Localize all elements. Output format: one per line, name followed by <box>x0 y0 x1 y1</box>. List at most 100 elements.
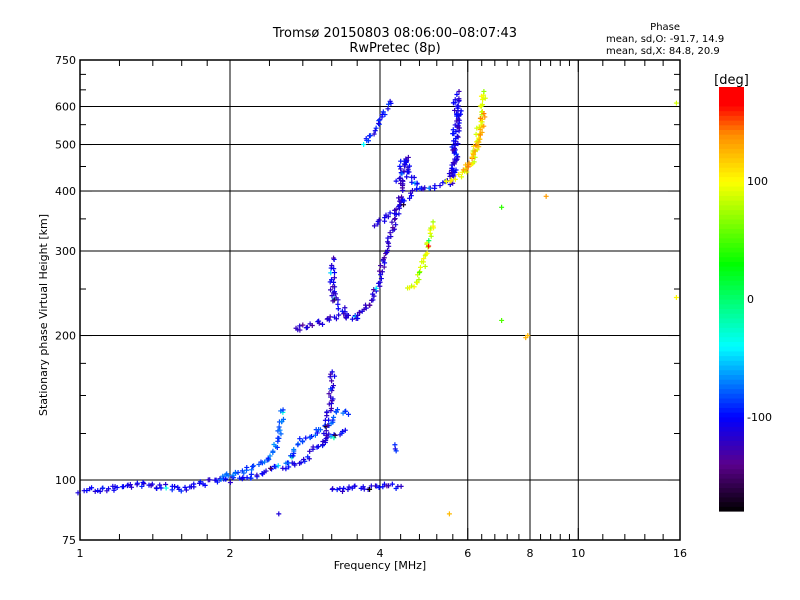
data-point <box>396 195 402 201</box>
data-point <box>454 113 460 119</box>
data-point <box>450 127 456 133</box>
colorbar-segment <box>719 289 744 295</box>
colorbar-segment <box>719 200 744 206</box>
data-point <box>479 129 485 135</box>
data-point <box>453 167 459 173</box>
data-point <box>328 394 334 400</box>
colorbar-segment <box>719 360 744 366</box>
data-point <box>352 483 358 489</box>
data-point <box>364 137 370 143</box>
data-point <box>342 309 348 315</box>
data-point <box>371 223 377 229</box>
data-point <box>402 161 408 167</box>
x-tick-label: 1 <box>77 547 84 560</box>
data-point <box>409 188 415 194</box>
data-point <box>275 463 281 469</box>
colorbar-segment <box>719 266 744 272</box>
data-point <box>405 154 411 160</box>
data-point <box>329 293 335 299</box>
data-point <box>466 160 472 166</box>
colorbar-segment <box>719 233 744 239</box>
data-point <box>297 323 303 329</box>
data-point <box>178 488 184 494</box>
data-point <box>157 482 163 488</box>
data-point <box>276 511 282 517</box>
data-point <box>223 476 229 482</box>
y-tick-label: 400 <box>55 185 76 198</box>
data-point <box>417 185 423 191</box>
colorbar-segment <box>719 261 744 267</box>
colorbar-segment <box>719 430 744 437</box>
data-point <box>277 427 283 433</box>
data-point <box>380 109 386 115</box>
data-point <box>477 132 483 138</box>
data-point <box>120 484 126 490</box>
data-point <box>399 194 405 200</box>
data-point <box>456 88 462 94</box>
colorbar-segment <box>719 218 744 225</box>
colorbar-segment <box>719 303 744 310</box>
data-point <box>346 484 352 490</box>
data-point <box>278 431 284 437</box>
data-point <box>276 435 282 441</box>
colorbar-segment <box>719 374 744 380</box>
data-point <box>397 175 403 181</box>
colorbar-segment <box>719 407 744 413</box>
data-point <box>387 230 393 236</box>
data-point <box>218 477 224 483</box>
data-point <box>452 150 458 156</box>
colorbar-segment <box>719 223 744 229</box>
data-point <box>398 158 404 164</box>
colorbar-segment <box>719 463 744 470</box>
data-point <box>330 284 336 290</box>
data-point <box>328 401 334 407</box>
y-tick-label: 600 <box>55 101 76 114</box>
data-point <box>254 472 260 478</box>
data-point <box>443 179 449 185</box>
data-point <box>331 275 337 281</box>
data-point <box>183 487 189 493</box>
colorbar-segment <box>719 195 744 201</box>
data-point <box>397 176 403 182</box>
data-point <box>386 240 392 246</box>
subtitle-line: RwPretec (8p) <box>349 41 441 56</box>
y-tick-label: 750 <box>55 54 76 67</box>
data-point <box>315 444 321 450</box>
data-point <box>297 436 303 442</box>
data-point <box>249 467 255 473</box>
data-point <box>291 461 297 467</box>
data-point <box>316 320 322 326</box>
data-point <box>477 136 483 142</box>
data-point <box>331 290 337 296</box>
data-point <box>454 118 460 124</box>
colorbar-segment <box>719 280 744 286</box>
data-point <box>280 407 286 413</box>
data-point <box>270 449 276 455</box>
data-point <box>477 115 483 121</box>
data-point <box>320 321 326 327</box>
data-point <box>380 484 386 490</box>
data-point <box>371 287 377 293</box>
colorbar-segment <box>719 228 744 234</box>
data-point <box>469 154 475 160</box>
data-point <box>303 325 309 331</box>
data-point <box>367 486 373 492</box>
data-point <box>416 277 422 283</box>
data-point <box>446 171 452 177</box>
data-point <box>473 142 479 148</box>
data-point <box>424 250 430 256</box>
data-point <box>430 219 436 225</box>
data-point <box>482 95 488 101</box>
colorbar-tick-label: 100 <box>747 175 768 188</box>
data-point <box>276 424 282 430</box>
data-point <box>390 225 396 231</box>
data-point <box>163 485 169 491</box>
colorbar-segment <box>719 355 744 361</box>
data-point <box>75 490 81 496</box>
data-point <box>89 485 95 491</box>
colorbar-segment <box>719 473 744 479</box>
data-point <box>376 485 382 491</box>
data-point <box>339 430 345 436</box>
data-point <box>331 314 337 320</box>
data-point <box>452 97 458 103</box>
